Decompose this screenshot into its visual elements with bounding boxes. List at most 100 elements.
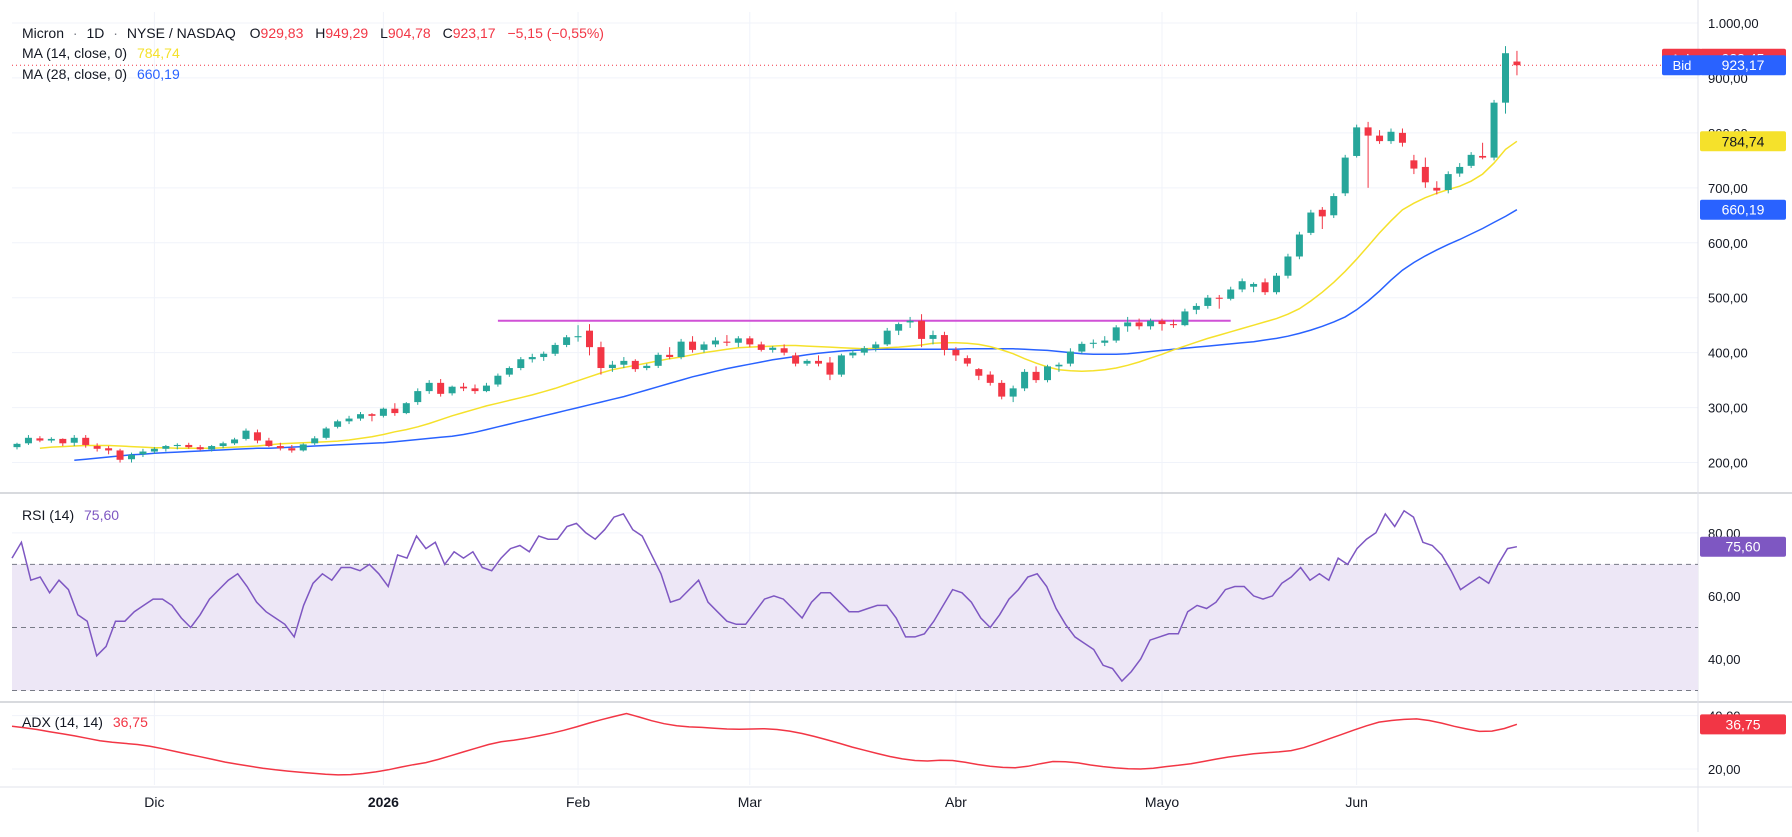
candle-body[interactable] — [1227, 289, 1235, 299]
candle-body[interactable] — [70, 437, 78, 443]
candle-body[interactable] — [1204, 297, 1212, 306]
candle-body[interactable] — [551, 344, 559, 354]
candle-body[interactable] — [1147, 320, 1155, 327]
candle-body[interactable] — [654, 354, 662, 366]
candle-body[interactable] — [792, 355, 800, 364]
candle-body[interactable] — [1341, 157, 1349, 194]
candle-body[interactable] — [505, 368, 513, 375]
candle-body[interactable] — [929, 335, 937, 339]
candle-body[interactable] — [1387, 131, 1395, 142]
candle-body[interactable] — [1433, 187, 1441, 191]
candle-body[interactable] — [460, 386, 468, 389]
rsi-pane[interactable] — [11, 509, 1698, 692]
candle-body[interactable] — [860, 348, 868, 353]
candle-body[interactable] — [105, 448, 113, 451]
candle-body[interactable] — [643, 365, 651, 369]
candle-body[interactable] — [1284, 256, 1292, 276]
candle-body[interactable] — [1479, 155, 1487, 158]
candle-body[interactable] — [437, 382, 445, 394]
candle-body[interactable] — [1021, 371, 1029, 389]
candle-body[interactable] — [414, 391, 422, 403]
rsi-legend[interactable]: RSI (14) 75,60 — [22, 507, 119, 523]
candle-body[interactable] — [1467, 154, 1475, 166]
candle-body[interactable] — [47, 438, 55, 441]
candle-body[interactable] — [265, 440, 273, 447]
candle-body[interactable] — [322, 428, 330, 438]
candle-body[interactable] — [1261, 282, 1269, 293]
candle-body[interactable] — [1273, 275, 1280, 293]
candle-body[interactable] — [1364, 127, 1372, 136]
candle-body[interactable] — [952, 349, 960, 356]
candle-body[interactable] — [1169, 324, 1177, 326]
candle-body[interactable] — [391, 408, 399, 414]
candle-body[interactable] — [24, 437, 32, 444]
adx-pane[interactable] — [11, 712, 1518, 776]
candle-body[interactable] — [59, 438, 67, 444]
candle-body[interactable] — [780, 348, 788, 353]
candle-body[interactable] — [36, 438, 44, 441]
candle-body[interactable] — [963, 358, 971, 364]
ma14-line[interactable] — [39, 140, 1518, 449]
candle-body[interactable] — [1330, 196, 1338, 216]
candle-body[interactable] — [253, 432, 261, 441]
candle-body[interactable] — [608, 364, 616, 369]
candle-body[interactable] — [1101, 340, 1109, 343]
candle-body[interactable] — [1066, 351, 1074, 364]
candle-body[interactable] — [666, 354, 674, 358]
candle-body[interactable] — [368, 414, 376, 416]
candle-body[interactable] — [803, 360, 811, 364]
candle-body[interactable] — [1421, 166, 1429, 183]
candle-body[interactable] — [208, 446, 216, 450]
candle-body[interactable] — [895, 324, 903, 331]
candle-body[interactable] — [231, 439, 239, 444]
candle-body[interactable] — [1410, 160, 1418, 169]
candle-body[interactable] — [13, 443, 21, 448]
candle-body[interactable] — [1238, 281, 1246, 290]
candle-body[interactable] — [425, 382, 433, 392]
candle-body[interactable] — [93, 446, 101, 449]
candle-body[interactable] — [734, 338, 742, 343]
candle-body[interactable] — [471, 388, 479, 392]
candle-body[interactable] — [689, 341, 697, 350]
candle-body[interactable] — [1295, 234, 1303, 257]
candle-body[interactable] — [700, 344, 708, 350]
candle-body[interactable] — [311, 438, 319, 444]
candle-body[interactable] — [1398, 132, 1406, 143]
candle-body[interactable] — [334, 421, 342, 427]
candle-body[interactable] — [1192, 305, 1200, 310]
candle-body[interactable] — [128, 454, 135, 460]
candle-body[interactable] — [918, 320, 926, 339]
candle-body[interactable] — [631, 360, 639, 370]
candle-body[interactable] — [1055, 364, 1063, 367]
adx-legend[interactable]: ADX (14, 14) 36,75 — [22, 714, 148, 730]
candle-body[interactable] — [849, 352, 857, 356]
candle-body[interactable] — [872, 344, 880, 349]
candle-body[interactable] — [1353, 127, 1361, 156]
candle-body[interactable] — [975, 369, 983, 376]
candle-body[interactable] — [1181, 311, 1189, 326]
candle-body[interactable] — [482, 385, 490, 392]
candle-body[interactable] — [746, 338, 754, 345]
candle-body[interactable] — [986, 374, 994, 383]
candle-body[interactable] — [345, 418, 353, 422]
candle-body[interactable] — [1376, 135, 1384, 142]
candle-body[interactable] — [1032, 371, 1040, 381]
candle-body[interactable] — [1089, 342, 1097, 344]
candle-body[interactable] — [517, 359, 525, 369]
candle-body[interactable] — [1009, 388, 1017, 397]
candle-body[interactable] — [528, 357, 536, 360]
candle-body[interactable] — [1112, 327, 1120, 341]
candle-body[interactable] — [494, 375, 502, 385]
candle-body[interactable] — [837, 355, 845, 375]
candle-body[interactable] — [242, 430, 250, 439]
candle-body[interactable] — [620, 360, 628, 365]
candle-body[interactable] — [402, 403, 410, 414]
candle-body[interactable] — [219, 443, 227, 447]
candle-body[interactable] — [288, 448, 296, 451]
candle-body[interactable] — [563, 337, 571, 345]
candle-body[interactable] — [1490, 102, 1498, 158]
candle-body[interactable] — [357, 414, 364, 419]
candle-body[interactable] — [574, 336, 582, 338]
candle-body[interactable] — [162, 446, 170, 449]
candle-body[interactable] — [769, 347, 777, 350]
